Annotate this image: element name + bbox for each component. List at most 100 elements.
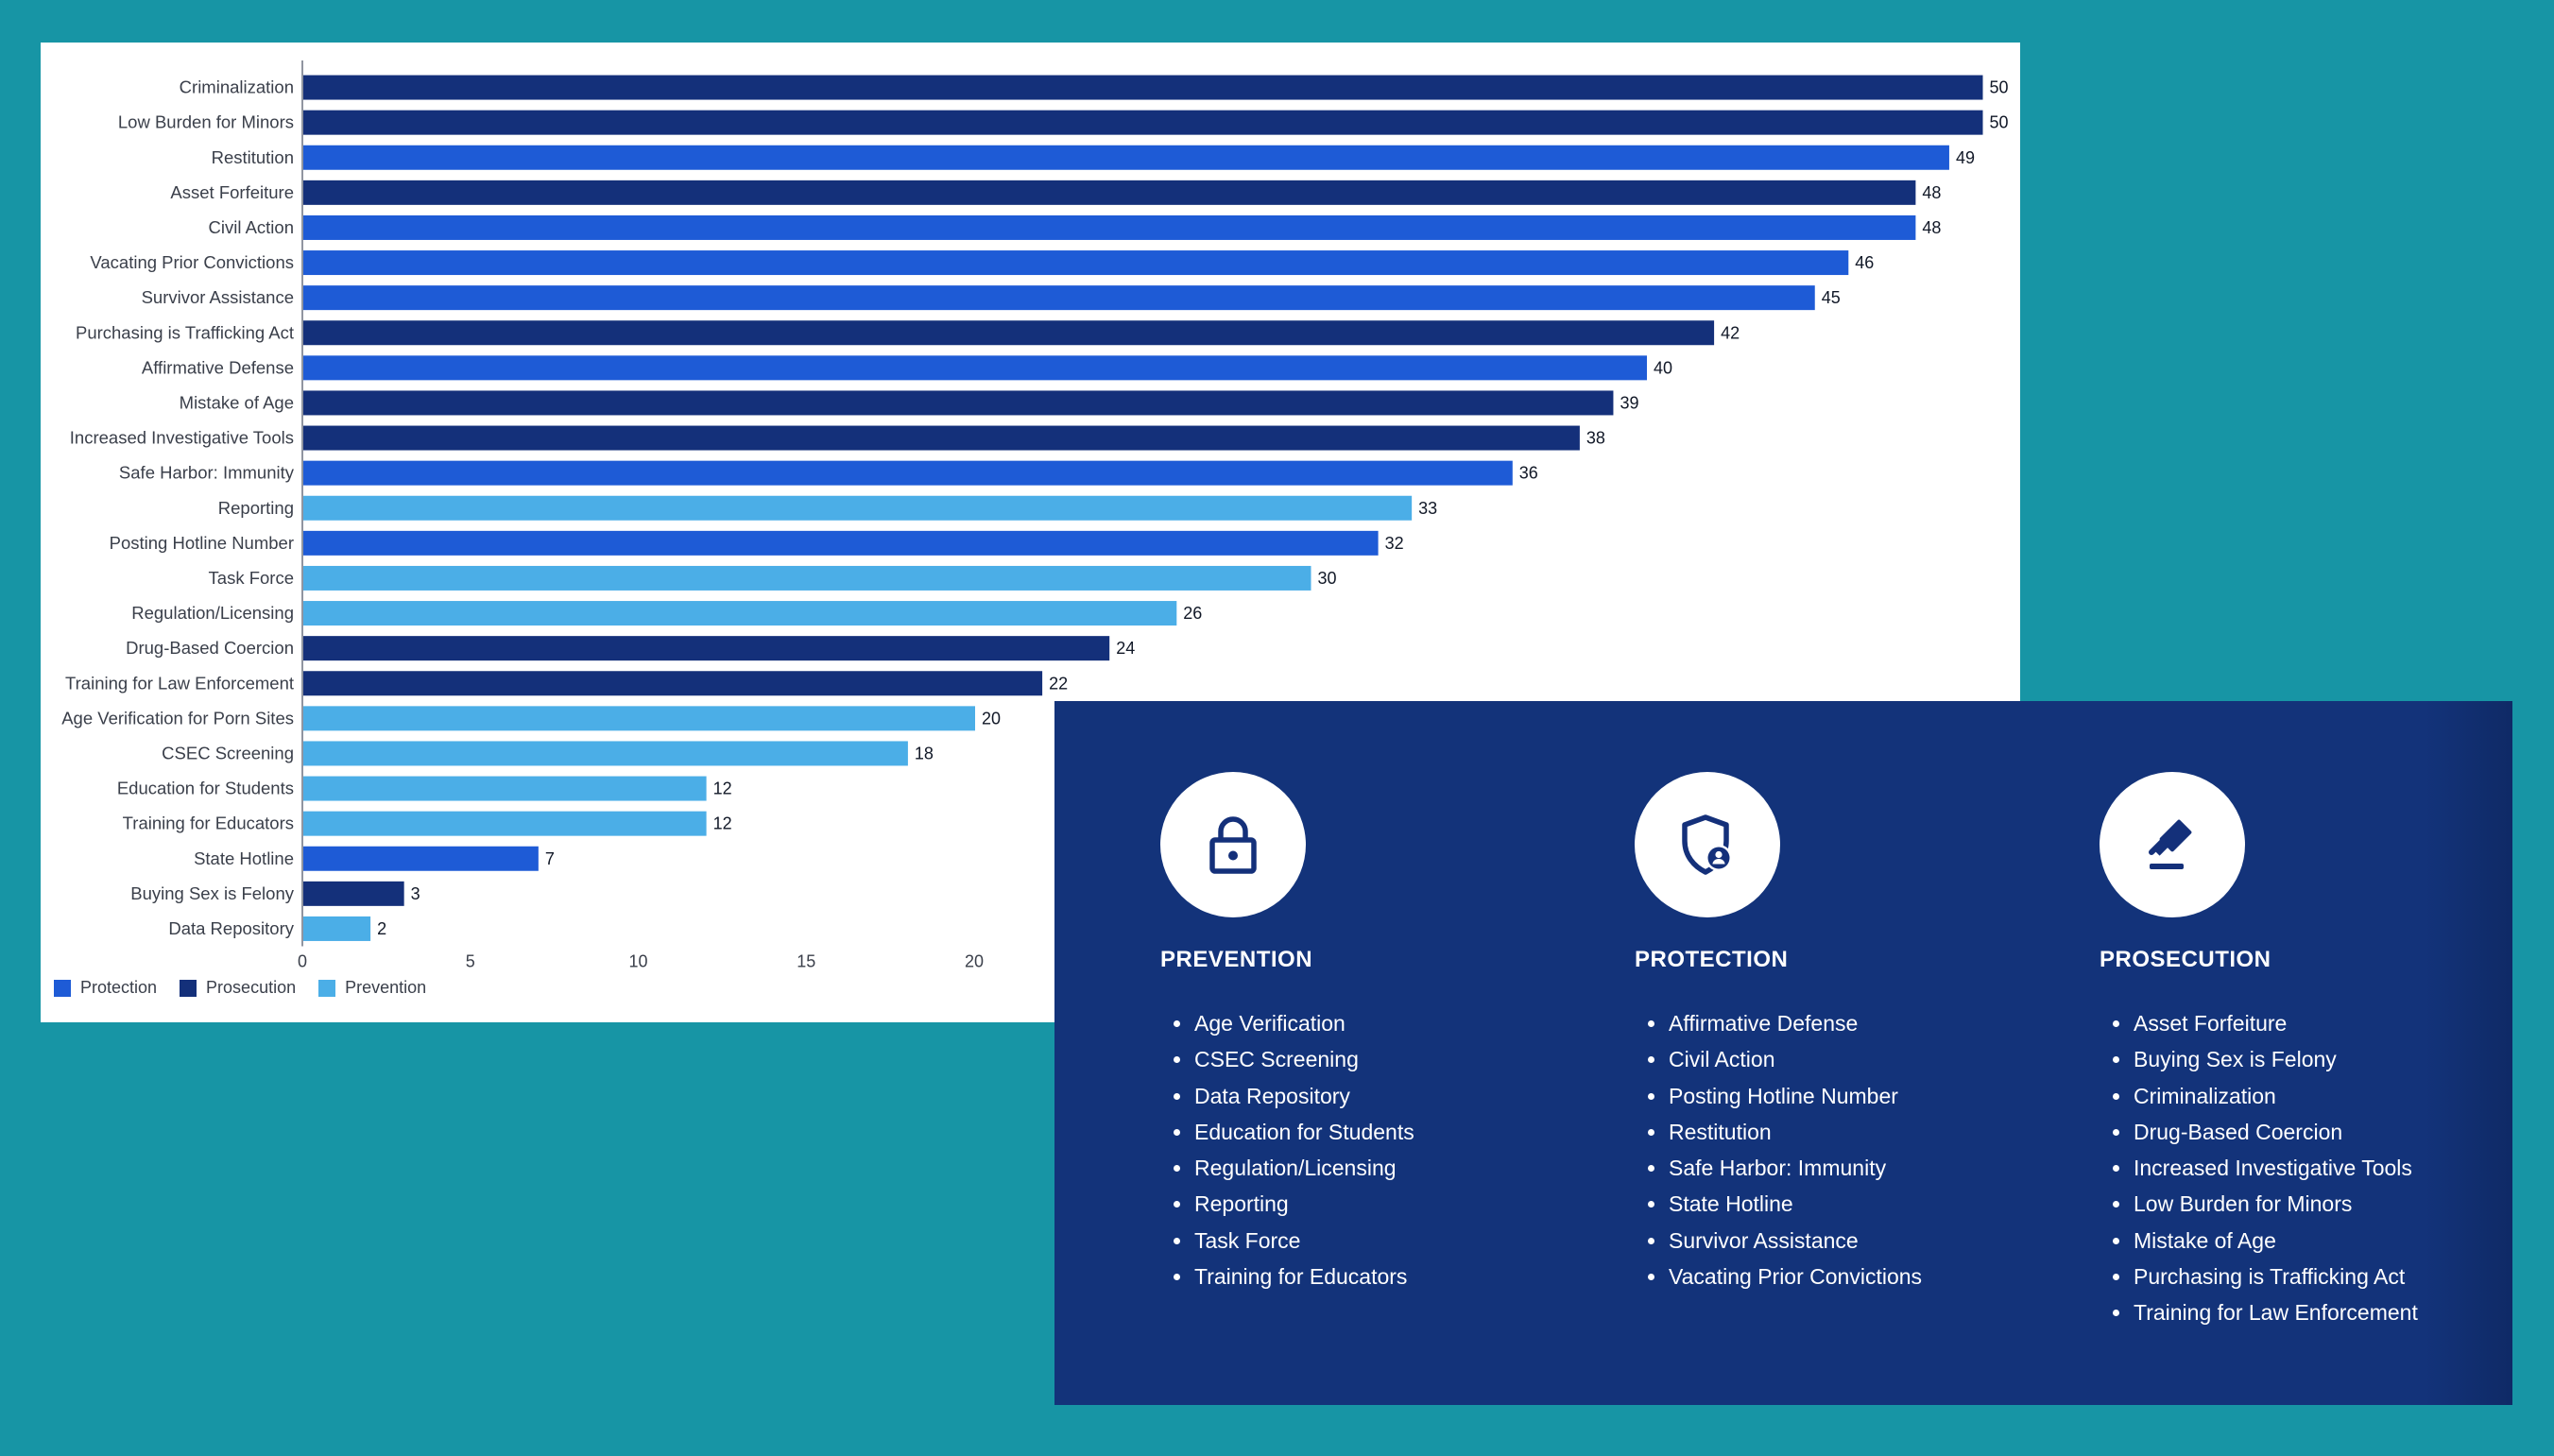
data-label: 48 [1922,218,1941,237]
list-item: Task Force [1174,1223,1414,1259]
data-label: 40 [1654,358,1672,377]
bar [303,180,1916,205]
data-label: 22 [1049,674,1068,693]
legend-item: Prevention [318,978,426,998]
bar [303,214,1916,240]
data-label: 36 [1519,464,1538,483]
bar [303,110,1983,135]
category-label: Posting Hotline Number [110,533,294,553]
prosecution-icon-circle [2100,772,2245,917]
lock-icon [1209,816,1257,874]
category-label: Age Verification for Porn Sites [61,708,294,728]
list-item: Safe Harbor: Immunity [1648,1150,1922,1186]
list-item: Restitution [1648,1114,1922,1150]
category-label: Vacating Prior Convictions [90,252,294,272]
prosecution-title: PROSECUTION [2100,947,2271,972]
bar [303,425,1580,451]
list-item: Data Repository [1174,1078,1414,1114]
list-item: Survivor Assistance [1648,1223,1922,1259]
list-item: State Hotline [1648,1186,1922,1222]
x-tick-label: 20 [965,952,984,971]
bar [303,320,1715,346]
category-label: Drug-Based Coercion [126,638,294,658]
category-label: Civil Action [209,217,294,237]
category-label: Buying Sex is Felony [130,883,295,903]
bar [303,846,539,871]
data-label: 39 [1620,393,1638,412]
list-item: Vacating Prior Convictions [1648,1259,1922,1294]
bar [303,460,1513,486]
bar [303,390,1614,416]
category-label: Task Force [209,568,294,588]
legend-swatch [54,979,71,997]
category-label: Training for Law Enforcement [65,673,294,693]
x-tick-label: 0 [298,952,307,971]
legend-swatch [318,979,336,997]
category-label: Training for Educators [123,814,294,833]
x-tick-label: 10 [628,952,647,971]
data-label: 26 [1183,604,1202,623]
data-label: 42 [1721,323,1740,342]
bar [303,75,1983,100]
category-label: Purchasing is Trafficking Act [76,322,294,342]
category-label: Survivor Assistance [142,287,294,307]
category-label: CSEC Screening [162,743,294,762]
prevention-title: PREVENTION [1160,947,1313,972]
bar [303,741,908,766]
category-label: Safe Harbor: Immunity [119,463,295,483]
data-label: 48 [1922,183,1941,202]
data-label: 20 [982,709,1001,728]
data-label: 50 [1990,113,2009,132]
list-item: Drug-Based Coercion [2113,1114,2418,1150]
prosecution-column: PROSECUTION Asset Forfeiture Buying Sex i… [2100,772,2418,1331]
list-item: Civil Action [1648,1041,1922,1077]
list-item: Posting Hotline Number [1648,1078,1922,1114]
x-tick-label: 15 [797,952,815,971]
bar [303,811,707,836]
category-label: Asset Forfeiture [170,182,294,202]
data-label: 49 [1956,148,1975,167]
bar [303,530,1379,556]
data-label: 18 [915,744,934,762]
category-label: Regulation/Licensing [131,603,294,623]
protection-list: Affirmative Defense Civil Action Posting H… [1635,1005,1922,1294]
data-label: 2 [377,919,386,938]
category-label: Affirmative Defense [142,357,294,377]
data-label: 3 [411,884,420,903]
prevention-column: PREVENTION Age Verification CSEC Screenin… [1160,772,1414,1294]
legend-item: Prosecution [180,978,296,998]
list-item: CSEC Screening [1174,1041,1414,1077]
bar [303,671,1043,696]
list-item: Regulation/Licensing [1174,1150,1414,1186]
data-label: 7 [545,849,555,868]
category-label: Restitution [212,147,294,167]
bar [303,250,1849,276]
chart-card: Criminalization 50 Low Burden for Minors 50… [41,43,2020,1022]
data-label: 24 [1116,639,1135,658]
category-label: Mistake of Age [180,392,294,412]
legend-swatch [180,979,197,997]
data-label: 50 [1990,78,2009,97]
protection-title: PROTECTION [1635,947,1789,972]
categories-panel: PREVENTION Age Verification CSEC Screenin… [1054,701,2512,1405]
data-label: 38 [1586,429,1605,448]
list-item: Education for Students [1174,1114,1414,1150]
prevention-list: Age Verification CSEC Screening Data Repos… [1160,1005,1414,1294]
list-item: Training for Law Enforcement [2113,1294,2418,1330]
bar [303,881,404,906]
legend-item: Protection [54,978,157,998]
bar [303,495,1413,521]
category-label: Reporting [218,498,294,518]
bar [303,636,1110,661]
legend-label: Protection [80,978,158,997]
list-item: Asset Forfeiture [2113,1005,2418,1041]
list-item: Increased Investigative Tools [2113,1150,2418,1186]
bar [303,145,1949,170]
data-label: 46 [1855,253,1874,272]
category-label: Criminalization [180,77,294,97]
list-item: Affirmative Defense [1648,1005,1922,1041]
bar [303,706,975,731]
list-item: Training for Educators [1174,1259,1414,1294]
data-label: 12 [713,814,732,833]
list-item: Criminalization [2113,1078,2418,1114]
